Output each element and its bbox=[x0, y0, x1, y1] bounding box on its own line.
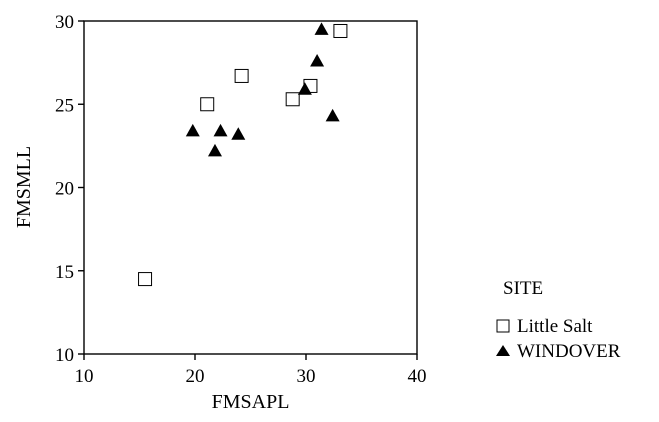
point-windover bbox=[325, 108, 340, 122]
point-little-salt bbox=[234, 68, 249, 83]
plot-frame bbox=[83, 20, 418, 355]
x-axis: 10 20 30 40 bbox=[75, 354, 427, 387]
point-windover bbox=[314, 22, 329, 35]
y-tick-label: 15 bbox=[55, 262, 74, 283]
legend-label-little-salt: Little Salt bbox=[517, 316, 593, 337]
y-tick-label: 25 bbox=[55, 95, 74, 116]
x-tick-label: 10 bbox=[75, 366, 94, 387]
legend-swatch-little-salt bbox=[496, 319, 510, 333]
y-tick-label: 20 bbox=[55, 179, 74, 200]
x-tick-label: 40 bbox=[408, 366, 427, 387]
y-axis-title: FMSMLL bbox=[13, 146, 35, 228]
point-windover bbox=[185, 123, 200, 137]
x-tick-label: 20 bbox=[186, 366, 205, 387]
y-tick-label: 30 bbox=[55, 12, 74, 33]
point-windover bbox=[213, 123, 228, 137]
point-little-salt bbox=[285, 92, 300, 107]
point-little-salt bbox=[200, 97, 215, 112]
legend-title: SITE bbox=[503, 278, 543, 299]
y-axis: 10 15 20 25 30 bbox=[55, 12, 84, 366]
x-tick-label: 30 bbox=[297, 366, 316, 387]
point-windover bbox=[297, 82, 312, 95]
y-tick-label: 10 bbox=[55, 345, 74, 366]
point-little-salt bbox=[138, 272, 153, 287]
point-windover bbox=[231, 127, 246, 140]
point-windover bbox=[310, 53, 325, 67]
legend-swatch-windover bbox=[496, 345, 510, 356]
x-axis-title: FMSAPL bbox=[212, 391, 290, 413]
data-points bbox=[138, 22, 348, 287]
legend: SITE Little Salt WINDOVER bbox=[496, 278, 621, 362]
legend-label-windover: WINDOVER bbox=[517, 341, 621, 362]
point-windover bbox=[207, 143, 222, 157]
point-little-salt bbox=[333, 23, 348, 38]
